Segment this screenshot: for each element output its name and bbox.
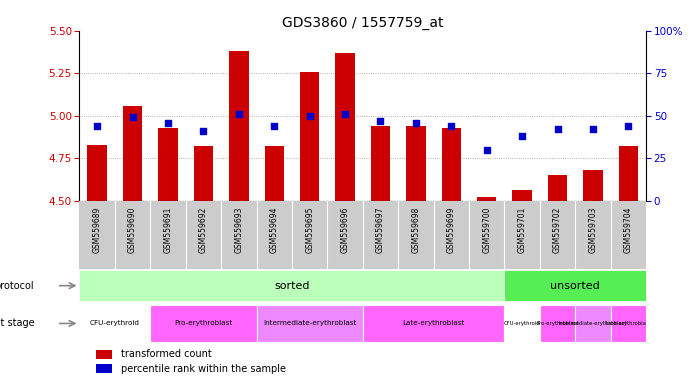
Bar bbox=[79, 270, 504, 301]
Title: GDS3860 / 1557759_at: GDS3860 / 1557759_at bbox=[282, 16, 444, 30]
Bar bbox=[504, 305, 540, 342]
Point bbox=[304, 113, 315, 119]
Text: GSM559697: GSM559697 bbox=[376, 206, 385, 253]
Text: GSM559689: GSM559689 bbox=[93, 206, 102, 253]
Bar bbox=[335, 53, 354, 201]
Bar bbox=[158, 127, 178, 201]
Text: development stage: development stage bbox=[0, 318, 34, 328]
Text: GSM559699: GSM559699 bbox=[447, 206, 456, 253]
Point bbox=[234, 111, 245, 117]
Text: GSM559702: GSM559702 bbox=[553, 206, 562, 253]
Text: GSM559692: GSM559692 bbox=[199, 206, 208, 253]
Bar bbox=[477, 197, 496, 201]
Text: Intermediate-erythroblast: Intermediate-erythroblast bbox=[558, 321, 627, 326]
Text: GSM559696: GSM559696 bbox=[341, 206, 350, 253]
Bar bbox=[193, 146, 213, 201]
Bar bbox=[406, 126, 426, 201]
Point bbox=[410, 119, 422, 126]
Point bbox=[339, 111, 350, 117]
Bar bbox=[363, 305, 504, 342]
Point bbox=[92, 123, 103, 129]
Bar bbox=[256, 305, 363, 342]
Bar bbox=[151, 305, 256, 342]
Text: sorted: sorted bbox=[274, 281, 310, 291]
Bar bbox=[583, 170, 603, 201]
Text: GSM559704: GSM559704 bbox=[624, 206, 633, 253]
Bar bbox=[504, 270, 646, 301]
Text: GSM559694: GSM559694 bbox=[269, 206, 278, 253]
Text: Pro-erythroblast: Pro-erythroblast bbox=[174, 320, 233, 326]
Point bbox=[127, 114, 138, 121]
Text: CFU-erythroid: CFU-erythroid bbox=[504, 321, 540, 326]
Bar bbox=[442, 127, 461, 201]
Text: Late-erythroblast: Late-erythroblast bbox=[402, 320, 465, 326]
Text: Intermediate-erythroblast: Intermediate-erythroblast bbox=[263, 320, 357, 326]
Text: GSM559693: GSM559693 bbox=[234, 206, 243, 253]
Bar bbox=[265, 146, 284, 201]
Text: GSM559695: GSM559695 bbox=[305, 206, 314, 253]
Point bbox=[375, 118, 386, 124]
Bar bbox=[618, 146, 638, 201]
Text: GSM559703: GSM559703 bbox=[589, 206, 598, 253]
Text: GSM559700: GSM559700 bbox=[482, 206, 491, 253]
Point bbox=[587, 126, 598, 132]
Text: Late-erythroblast: Late-erythroblast bbox=[605, 321, 651, 326]
Text: percentile rank within the sample: percentile rank within the sample bbox=[121, 364, 286, 374]
Text: unsorted: unsorted bbox=[551, 281, 600, 291]
Point bbox=[162, 119, 173, 126]
Bar bbox=[513, 190, 532, 201]
Point bbox=[552, 126, 563, 132]
Text: Pro-erythroblast: Pro-erythroblast bbox=[536, 321, 579, 326]
Bar bbox=[97, 350, 113, 359]
Bar bbox=[548, 175, 567, 201]
Point bbox=[623, 123, 634, 129]
Bar bbox=[300, 71, 319, 201]
Bar bbox=[611, 305, 646, 342]
Bar bbox=[97, 364, 113, 373]
Text: GSM559698: GSM559698 bbox=[411, 206, 420, 253]
Bar bbox=[123, 106, 142, 201]
Bar bbox=[229, 51, 249, 201]
Point bbox=[481, 147, 492, 153]
Bar bbox=[575, 305, 611, 342]
Bar bbox=[371, 126, 390, 201]
Text: GSM559691: GSM559691 bbox=[164, 206, 173, 253]
Bar bbox=[540, 305, 575, 342]
Point bbox=[269, 123, 280, 129]
Point bbox=[517, 133, 528, 139]
Point bbox=[446, 123, 457, 129]
Text: transformed count: transformed count bbox=[121, 349, 211, 359]
Point bbox=[198, 128, 209, 134]
Bar bbox=[88, 145, 107, 201]
Text: protocol: protocol bbox=[0, 281, 34, 291]
Text: GSM559690: GSM559690 bbox=[128, 206, 137, 253]
Text: CFU-erythroid: CFU-erythroid bbox=[90, 320, 140, 326]
Bar bbox=[79, 305, 151, 342]
Text: GSM559701: GSM559701 bbox=[518, 206, 527, 253]
